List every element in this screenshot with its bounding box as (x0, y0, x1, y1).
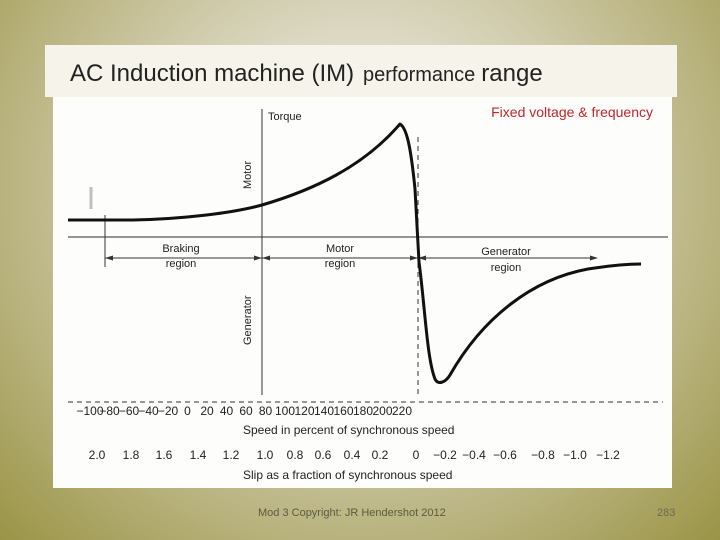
slip-ticks: 2.0 1.8 1.6 1.4 1.2 1.0 0.8 0.6 0.4 0.2 0 −0.2 −0.4−… (89, 448, 621, 462)
torque-speed-curve (68, 122, 642, 384)
slip-tick-6: 0.8 (287, 448, 304, 462)
slip-tick-12: −0.4 (462, 448, 486, 462)
motor-arrow-left (262, 255, 270, 261)
speed-tick-16: 220 (392, 404, 412, 418)
speed-tick-0: −100 (76, 404, 103, 418)
slip-tick-8: 0.4 (344, 448, 361, 462)
motor-region-label-line2: region (325, 258, 356, 270)
page-number: 283 (657, 507, 676, 519)
slip-tick-0: 2.0 (89, 448, 106, 462)
slip-tick-1: 1.8 (123, 448, 140, 462)
speed-tick-10: 100 (275, 404, 295, 418)
slide-title: AC Induction machine (IM) performance ran… (70, 52, 543, 89)
speed-tick-5: 0 (184, 404, 191, 418)
slip-tick-14: −0.8 (531, 448, 555, 462)
speed-tick-1: −80 (99, 404, 120, 418)
speed-ticks: −100−80 −60 −40 −20 0 20 40 60 80 100 120 140 160 180… (76, 404, 412, 418)
slip-tick-2: 1.6 (156, 448, 173, 462)
speed-axis-label: Speed in percent of synchronous speed (243, 423, 454, 437)
slip-tick-13: −0.6 (493, 448, 517, 462)
slip-tick-10: 0 (413, 448, 420, 462)
slip-tick-9: 0.2 (372, 448, 389, 462)
motor-axis-label: Motor (242, 161, 254, 189)
slip-tick-15: −1.0 (563, 448, 587, 462)
title-main: AC Induction machine (IM) (70, 60, 355, 87)
title-panel (45, 45, 677, 97)
slip-tick-11: −0.2 (433, 448, 457, 462)
torque-speed-diagram: Braking region Motor region Generator re… (68, 104, 668, 482)
generator-arrow-left (418, 255, 426, 261)
braking-region-label-line2: region (166, 258, 197, 270)
speed-tick-6: 20 (200, 404, 214, 418)
footer-copyright: Mod 3 Copyright: JR Hendershot 2012 (258, 507, 446, 519)
generator-region-label-line1: Generator (481, 246, 531, 258)
title-performance: performance (363, 64, 476, 86)
slip-axis-label: Slip as a fraction of synchronous speed (243, 468, 452, 482)
slip-tick-3: 1.4 (190, 448, 207, 462)
generator-axis-label: Generator (242, 295, 254, 345)
speed-tick-4: −20 (158, 404, 179, 418)
torque-label: Torque (268, 111, 302, 123)
slip-tick-4: 1.2 (223, 448, 240, 462)
title-range: range (481, 60, 543, 87)
figure-caption: Fixed voltage & frequency (491, 104, 653, 120)
generator-arrow-right (590, 255, 598, 261)
generator-region-label-line2: region (491, 262, 522, 274)
speed-tick-3: −40 (138, 404, 159, 418)
speed-tick-14: 180 (353, 404, 373, 418)
speed-tick-13: 160 (333, 404, 353, 418)
speed-tick-15: 200 (372, 404, 392, 418)
speed-tick-11: 120 (294, 404, 314, 418)
braking-arrow-right (254, 255, 262, 261)
torque-speed-figure: Braking region Motor region Generator re… (53, 97, 672, 488)
slip-tick-7: 0.6 (315, 448, 332, 462)
braking-arrow-left (105, 255, 113, 261)
slip-tick-5: 1.0 (257, 448, 274, 462)
speed-tick-7: 40 (220, 404, 234, 418)
slip-tick-16: −1.2 (596, 448, 620, 462)
motor-arrow-right (410, 255, 418, 261)
speed-tick-8: 60 (239, 404, 253, 418)
motor-region-label-line1: Motor (326, 243, 354, 255)
speed-tick-2: −60 (119, 404, 140, 418)
braking-region-label-line1: Braking (162, 243, 199, 255)
speed-tick-12: 140 (314, 404, 334, 418)
speed-tick-9: 80 (259, 404, 273, 418)
